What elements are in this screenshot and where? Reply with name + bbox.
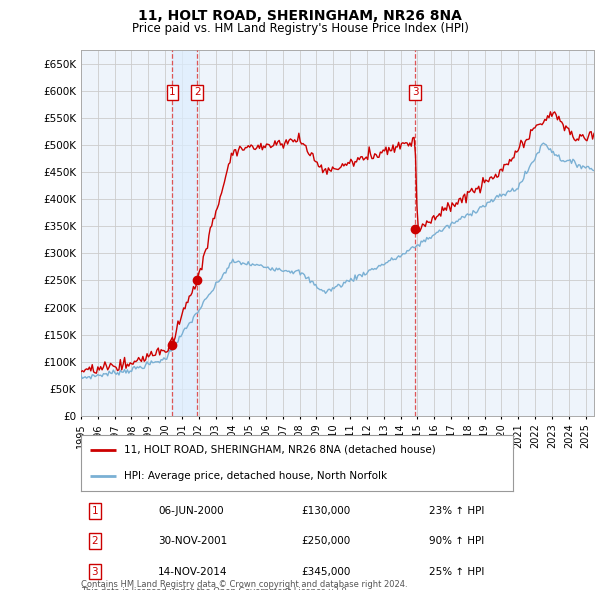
Text: This data is licensed under the Open Government Licence v3.0.: This data is licensed under the Open Gov… [81, 587, 349, 590]
Text: Contains HM Land Registry data © Crown copyright and database right 2024.: Contains HM Land Registry data © Crown c… [81, 580, 407, 589]
Text: £130,000: £130,000 [302, 506, 351, 516]
Text: £345,000: £345,000 [302, 566, 351, 576]
Text: 25% ↑ HPI: 25% ↑ HPI [429, 566, 484, 576]
Text: 14-NOV-2014: 14-NOV-2014 [158, 566, 228, 576]
Text: 2: 2 [91, 536, 98, 546]
Text: 3: 3 [412, 87, 419, 97]
Text: HPI: Average price, detached house, North Norfolk: HPI: Average price, detached house, Nort… [124, 471, 388, 481]
Text: 90% ↑ HPI: 90% ↑ HPI [429, 536, 484, 546]
Text: 06-JUN-2000: 06-JUN-2000 [158, 506, 224, 516]
Text: 11, HOLT ROAD, SHERINGHAM, NR26 8NA (detached house): 11, HOLT ROAD, SHERINGHAM, NR26 8NA (det… [124, 445, 436, 455]
Text: 2: 2 [194, 87, 201, 97]
Text: 11, HOLT ROAD, SHERINGHAM, NR26 8NA: 11, HOLT ROAD, SHERINGHAM, NR26 8NA [138, 9, 462, 23]
Text: 30-NOV-2001: 30-NOV-2001 [158, 536, 227, 546]
Text: 3: 3 [91, 566, 98, 576]
Text: 1: 1 [169, 87, 176, 97]
Bar [172, 50, 197, 416]
Text: 1: 1 [91, 506, 98, 516]
Text: 23% ↑ HPI: 23% ↑ HPI [429, 506, 484, 516]
Text: £250,000: £250,000 [302, 536, 351, 546]
Text: Price paid vs. HM Land Registry's House Price Index (HPI): Price paid vs. HM Land Registry's House … [131, 22, 469, 35]
